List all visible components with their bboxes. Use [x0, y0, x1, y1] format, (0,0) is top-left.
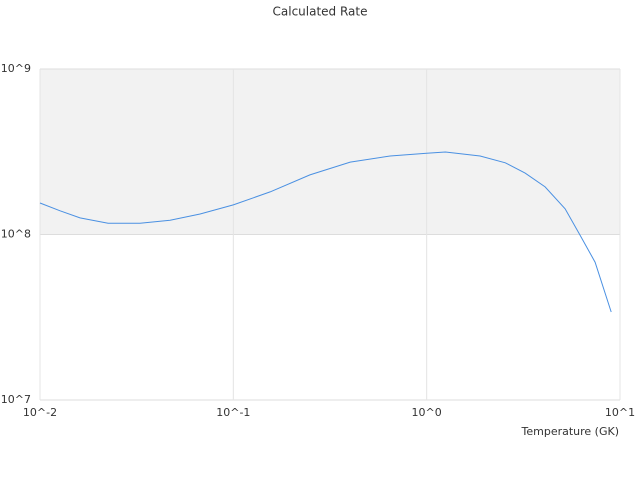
y-tick-label: 10^9	[1, 62, 31, 75]
x-tick-label: 10^-1	[216, 406, 250, 419]
x-tick-label: 10^-2	[23, 406, 57, 419]
y-tick-label: 10^8	[1, 228, 31, 241]
chart-title: Calculated Rate	[273, 5, 368, 19]
x-axis-label: Temperature (GK)	[521, 425, 620, 438]
x-tick-label: 10^1	[605, 406, 635, 419]
band	[40, 69, 620, 235]
x-tick-label: 10^0	[412, 406, 442, 419]
line	[39, 151, 612, 313]
y-tick-label: 10^7	[1, 393, 31, 406]
